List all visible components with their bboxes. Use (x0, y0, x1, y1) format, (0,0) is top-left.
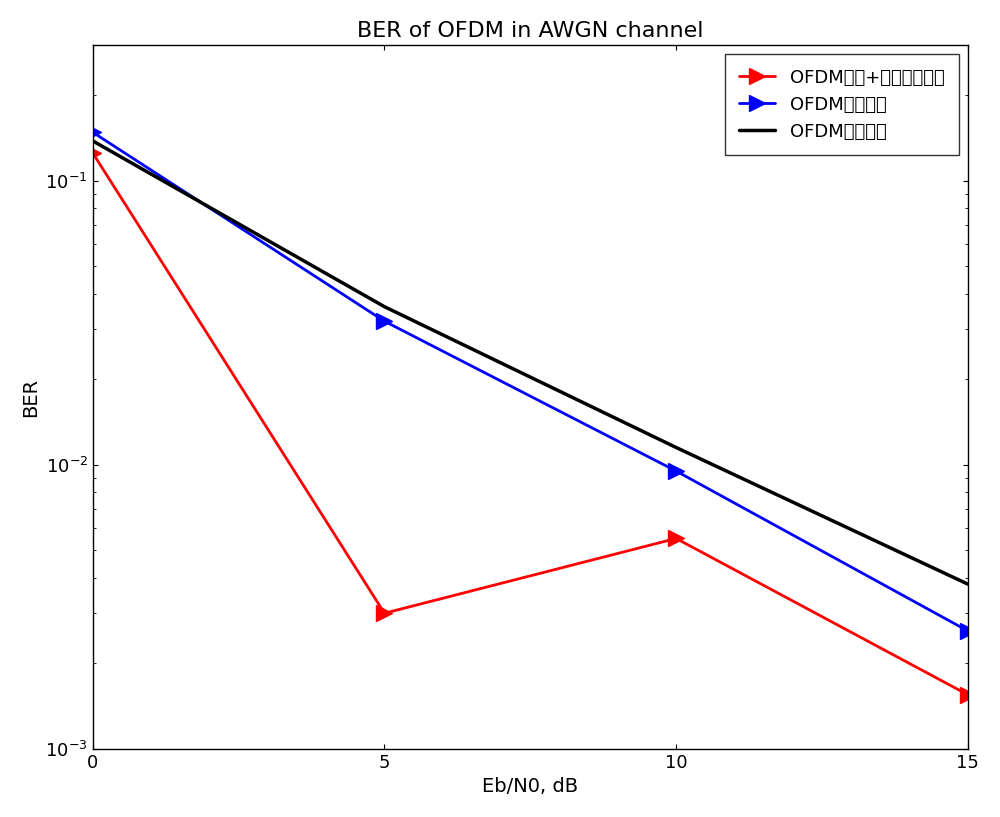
OFDM限幅+相位补偿信号 (670, 534, 682, 543)
Legend: OFDM限幅+相位补偿信号, OFDM限幅信号, OFDM原始信号: OFDM限幅+相位补偿信号, OFDM限幅信号, OFDM原始信号 (725, 54, 959, 155)
OFDM原始信号 (670, 443, 682, 453)
OFDM限幅信号 (87, 127, 99, 137)
OFDM原始信号 (87, 136, 99, 146)
OFDM限幅+相位补偿信号 (378, 609, 390, 618)
Line: OFDM原始信号: OFDM原始信号 (93, 141, 968, 584)
OFDM限幅+相位补偿信号 (87, 148, 99, 158)
OFDM限幅信号 (670, 467, 682, 476)
Line: OFDM限幅+相位补偿信号: OFDM限幅+相位补偿信号 (85, 145, 976, 703)
Title: BER of OFDM in AWGN channel: BER of OFDM in AWGN channel (357, 20, 704, 41)
OFDM限幅+相位补偿信号 (962, 690, 974, 699)
Line: OFDM限幅信号: OFDM限幅信号 (85, 124, 976, 639)
OFDM限幅信号 (378, 316, 390, 326)
Y-axis label: BER: BER (21, 377, 40, 417)
OFDM限幅信号 (962, 626, 974, 636)
X-axis label: Eb/N0, dB: Eb/N0, dB (482, 777, 578, 797)
OFDM原始信号 (378, 301, 390, 311)
OFDM原始信号 (962, 579, 974, 589)
